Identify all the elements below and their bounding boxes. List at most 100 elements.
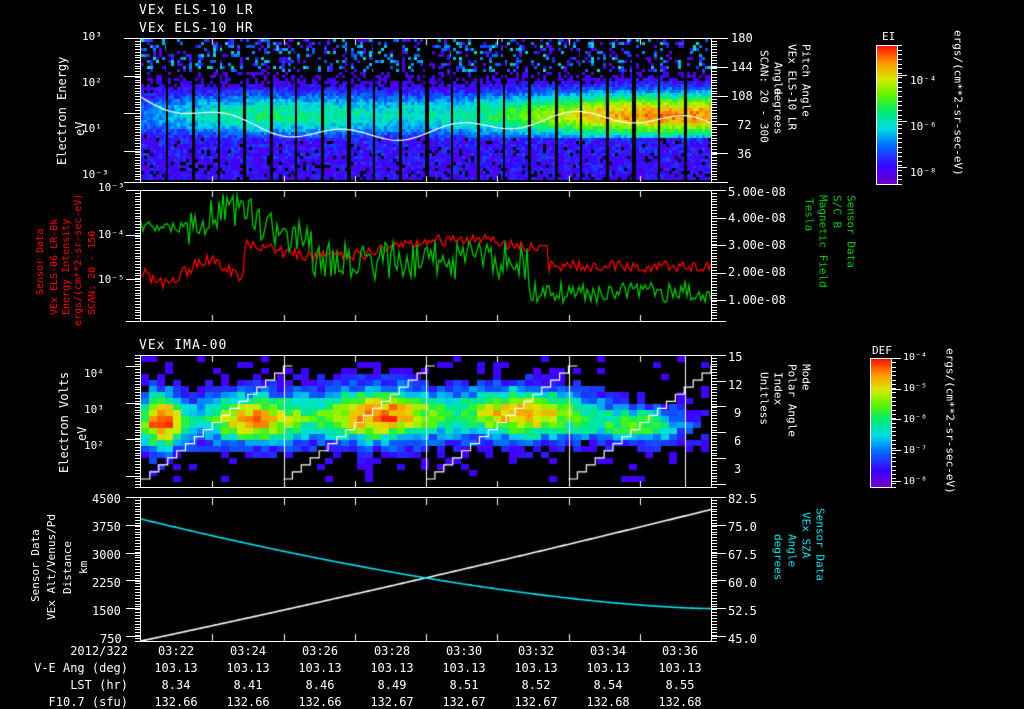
table-cell-0-0: 03:22 — [157, 644, 195, 658]
table-cell-3-4: 132.67 — [442, 695, 486, 709]
panel4-right-tick-2-text: 67.5 — [728, 548, 757, 562]
panel4-left-tick-4-text: 1500 — [92, 604, 121, 618]
panel2-left-axis-label-2-text: Energy Intensity — [61, 218, 72, 315]
table-row-label-0: 2012/322 — [70, 644, 128, 658]
panel1-colorbar-units: ergs/(cm**2-sr-sec-eV) — [952, 30, 965, 190]
panel1-right-axis-label-1-text: VEx ELS-10 LR — [785, 44, 799, 131]
panel2-left-axis-label-0-text: Sensor Data — [35, 228, 46, 295]
panel4-right-tick-0: 82.5 — [728, 492, 757, 506]
panel1-colorbar-tick-0: 10⁻⁴ — [910, 74, 937, 87]
panel1-right-axis-label-3: degrees — [772, 88, 785, 158]
table-cell-0-7: 03:36 — [661, 644, 699, 658]
panel3-right-tick-4: 3 — [734, 462, 741, 476]
panel3-right-tick-3-text: 6 — [734, 434, 742, 448]
panel2-left-axis-label-1: VEx ELS-06 LR-Bk — [49, 205, 61, 315]
panel2-right-axis-label-1: S/C B — [831, 195, 844, 245]
panel3-right-axis-label-0-text: Mode — [799, 364, 813, 391]
panel2-right-axis-label-0: Sensor Data — [844, 195, 858, 285]
panel4-right-tick-0-text: 82.5 — [728, 492, 757, 506]
table-cell-0-1: 03:24 — [229, 644, 267, 658]
panel3-right-tick-1-text: 12 — [728, 378, 743, 392]
panel3-left-tick-0: 10⁴ — [84, 367, 104, 380]
panel2-left-tick-1: 10⁻⁴ — [98, 228, 125, 241]
panel4-right-tick-2: 67.5 — [728, 548, 757, 562]
panel2-right-axis-label-0-text: Sensor Data — [844, 195, 858, 268]
table-cell-3-5: 132.67 — [514, 695, 558, 709]
panel4-left-tick-5: 750 — [100, 632, 122, 646]
panel2-right-tick-0-text: 5.00e-08 — [728, 185, 786, 199]
table-cell-0-4: 03:30 — [445, 644, 483, 658]
panel3-title-text: VEx IMA-00 — [139, 338, 228, 353]
panel3-right-tick-1: 12 — [728, 378, 742, 392]
panel1-right-tick-4-text: 36 — [737, 147, 752, 161]
table-cell-0-3: 03:28 — [373, 644, 411, 658]
panel1-left-tick-2-text: 10¹ — [82, 122, 102, 135]
panel4-right-axis-label-1: VEx SZA — [799, 512, 813, 587]
panel1-left-tick-0: 10³ — [82, 30, 102, 43]
panel1-plot-area[interactable] — [140, 38, 712, 183]
panel3-right-axis-label-3: Unitless — [758, 372, 771, 442]
panel3-right-tick-3: 6 — [734, 434, 741, 448]
panel4-left-tick-0-text: 4500 — [92, 492, 121, 506]
panel1-colorbar-title-text: EI — [882, 30, 896, 43]
table-cell-1-1: 103.13 — [226, 661, 270, 675]
table-cell-2-7: 8.55 — [665, 678, 695, 692]
panel4-left-tick-0: 4500 — [92, 492, 121, 506]
panel1-colorbar-ticks — [898, 45, 908, 185]
panel2-plot-area[interactable] — [140, 190, 712, 322]
panel2-right-axis-label-3: Tesla — [803, 198, 816, 248]
table-cell-2-4: 8.51 — [449, 678, 479, 692]
panel3-colorbar-tick-0: 10⁻⁴ — [903, 352, 927, 363]
panel4-left-axis-label-2-text: Distance — [61, 541, 74, 594]
panel1-left-tick-3: 10⁻³ — [82, 168, 109, 181]
panel4-left-tick-4: 1500 — [92, 604, 121, 618]
panel2-right-tick-2-text: 3.00e-08 — [728, 238, 786, 252]
table-cell-3-1: 132.66 — [226, 695, 270, 709]
panel2-left-tick-0: 10⁻³ — [98, 181, 125, 194]
panel2-right-axis-label-2-text: Magnetic Field — [816, 195, 830, 288]
panel3-right-axis-label-1-text: Polar Angle — [785, 364, 799, 437]
table-cell-2-2: 8.46 — [305, 678, 335, 692]
panel3-left-tickmarks — [126, 355, 140, 488]
panel1-title-hr: VEx ELS-10 HR — [139, 21, 254, 36]
table-cell-3-2: 132.66 — [298, 695, 342, 709]
table-cell-0-6: 03:34 — [589, 644, 627, 658]
panel3-left-tick-2: 10² — [84, 439, 104, 452]
panel1-colorbar-tick-1-text: 10⁻⁶ — [910, 120, 937, 133]
panel1-colorbar-tick-1: 10⁻⁶ — [910, 120, 937, 133]
panel3-plot-area[interactable] — [140, 355, 712, 488]
table-cell-3-6: 132.68 — [586, 695, 630, 709]
table-cell-1-4: 103.13 — [442, 661, 486, 675]
panel3-colorbar-tick-4: 10⁻⁸ — [903, 476, 927, 487]
panel2-right-tick-4: 1.00e-08 — [728, 293, 786, 307]
table-cell-1-7: 103.13 — [658, 661, 702, 675]
panel2-left-axis-label-4-text: SCAN: 20 - 150 — [87, 230, 98, 315]
panel4-plot-area[interactable] — [140, 497, 712, 642]
panel3-colorbar-tick-4-text: 10⁻⁸ — [903, 476, 928, 487]
panel4-left-axis-label-0: Sensor Data — [29, 522, 42, 602]
panel4-left-tick-2: 3000 — [92, 548, 121, 562]
panel3-right-tick-0: 15 — [728, 350, 742, 364]
table-cell-1-5: 103.13 — [514, 661, 558, 675]
panel3-colorbar-tick-2: 10⁻⁶ — [903, 414, 927, 425]
panel2-left-axis-label-0: Sensor Data — [35, 215, 47, 295]
panel4-right-axis-label-1-text: VEx SZA — [799, 512, 813, 559]
panel3-right-tick-2-text: 9 — [734, 406, 742, 420]
panel4-left-tick-3: 2250 — [92, 576, 121, 590]
panel2-left-tick-1-text: 10⁻⁴ — [98, 228, 125, 241]
panel1-right-axis-label-4: SCAN: 20 - 300 — [758, 50, 771, 180]
panel3-right-axis-label-2-text: Index — [771, 372, 785, 406]
panel1-right-tickmarks — [712, 38, 728, 183]
panel3-colorbar-tick-1: 10⁻⁵ — [903, 383, 927, 394]
table-cell-1-2: 103.13 — [298, 661, 342, 675]
panel4-left-tickmarks — [126, 497, 140, 642]
table-cell-2-1: 8.41 — [233, 678, 263, 692]
panel4-left-axis-label-3-text: km — [77, 560, 90, 574]
panel1-title-lr-text: VEx ELS-10 LR — [139, 3, 254, 18]
panel4-right-axis-label-3: degrees — [772, 534, 785, 604]
panel2-left-axis-label-1-text: VEx ELS-06 LR-Bk — [49, 218, 60, 315]
panel4-left-axis-label-0-text: Sensor Data — [29, 529, 42, 602]
panel1-right-tick-3-text: 72 — [737, 118, 752, 132]
panel1-right-axis-label-2: Angle — [772, 62, 785, 132]
panel4-left-axis-label-2: Distance — [61, 528, 74, 594]
